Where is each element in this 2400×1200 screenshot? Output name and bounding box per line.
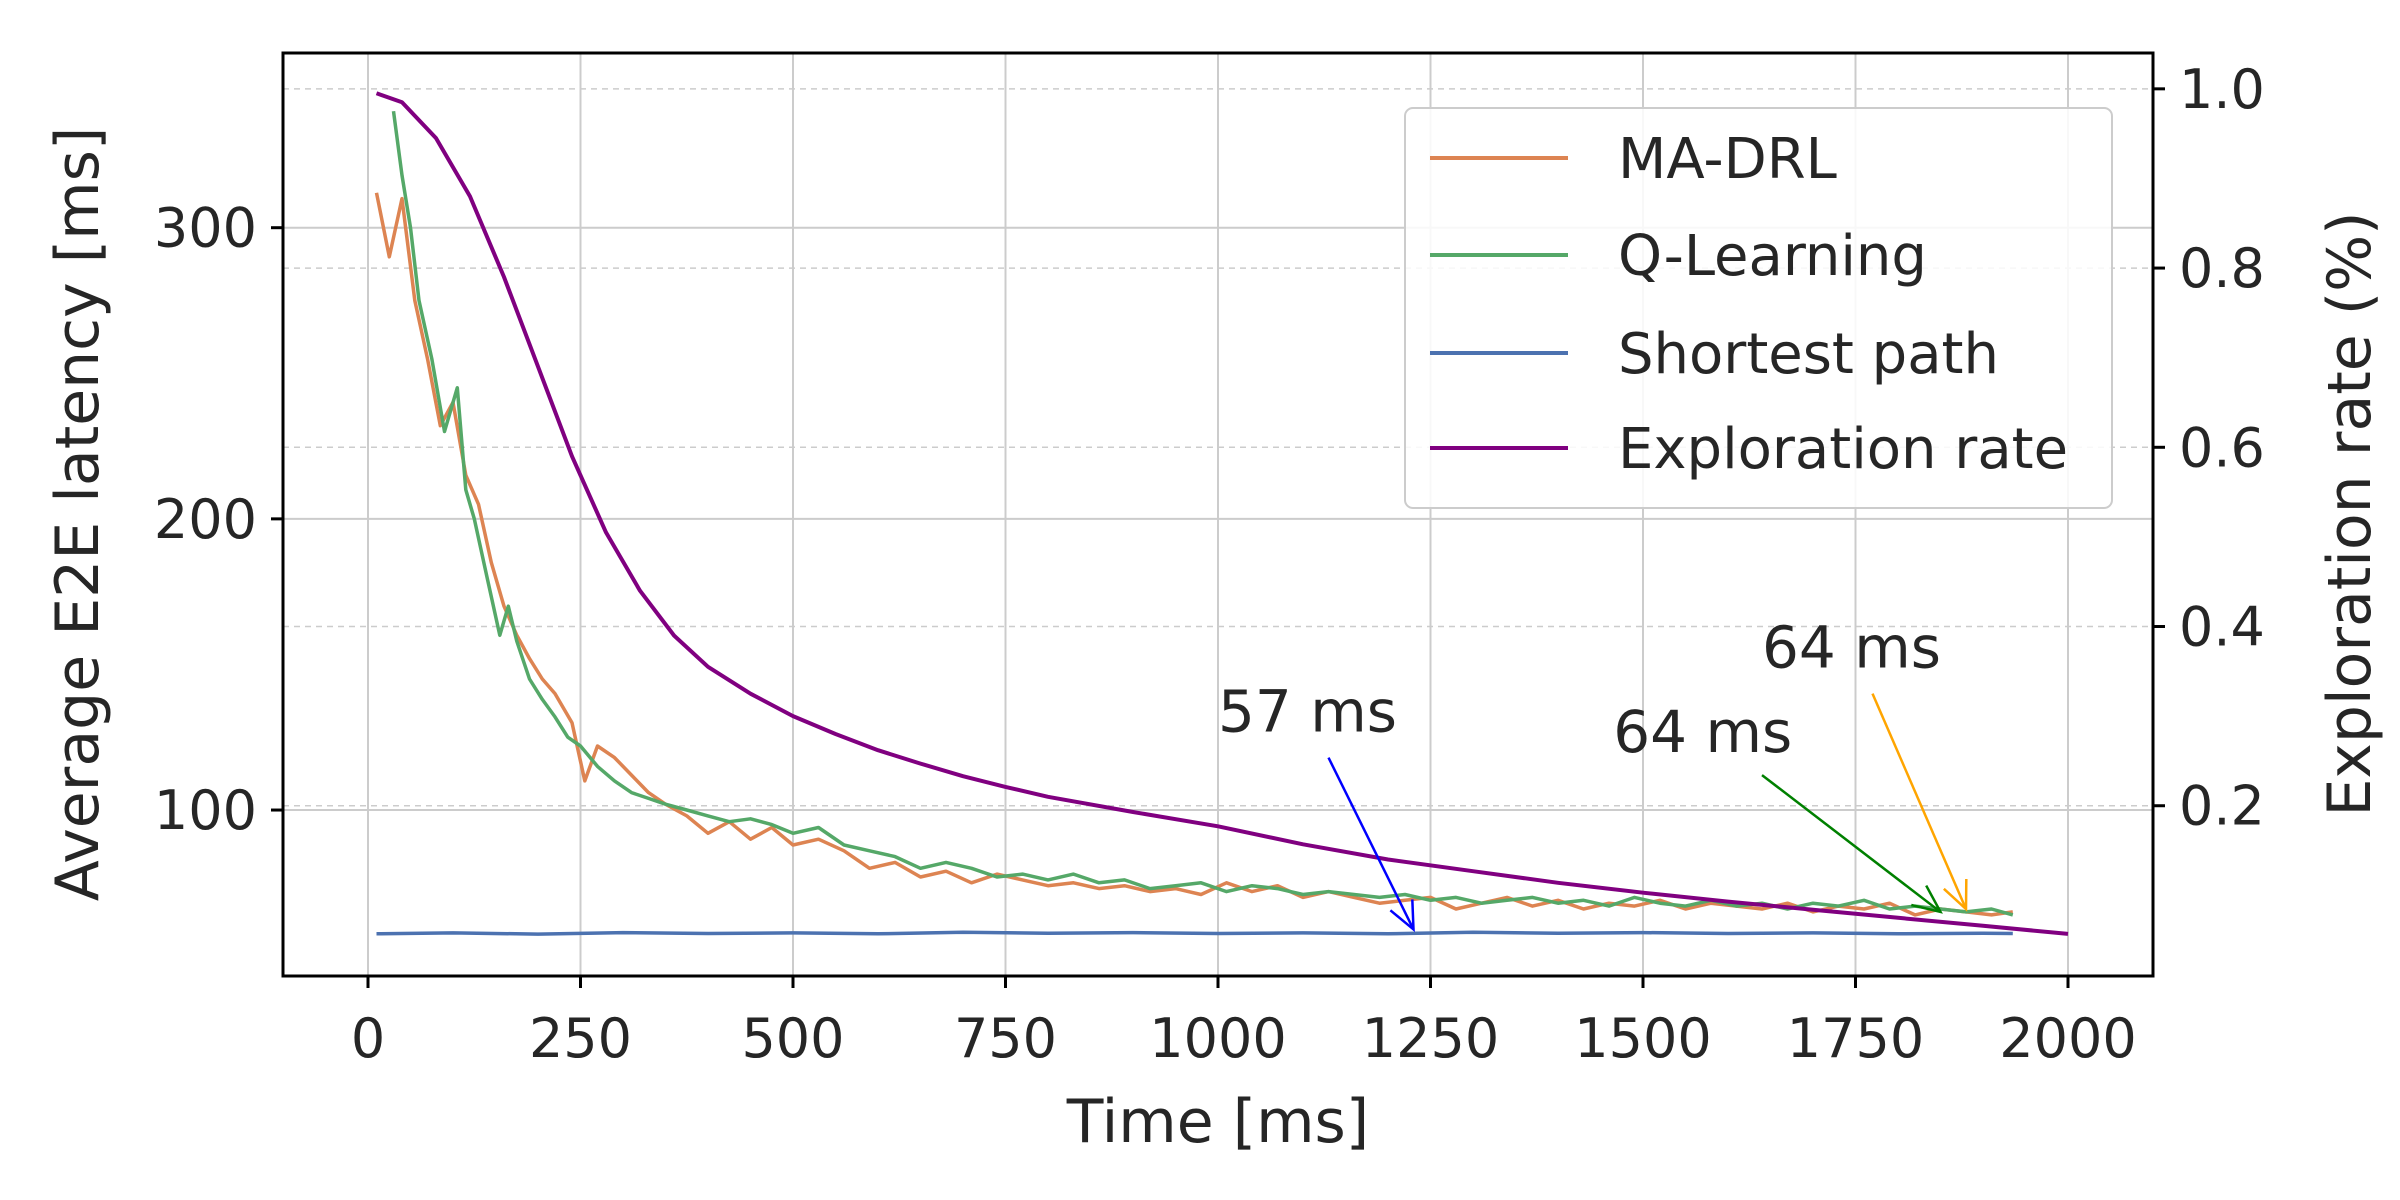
x-tick-label: 1250 xyxy=(1362,1007,1499,1070)
y-axis-label: Average E2E latency [ms] xyxy=(43,127,113,902)
annotation-arrow xyxy=(1327,757,1415,930)
x-tick-label: 2000 xyxy=(1999,1007,2136,1070)
y2-tick-label: 0.6 xyxy=(2179,416,2265,479)
x-tick-label: 250 xyxy=(529,1007,632,1070)
series-line-ma-drl xyxy=(374,192,2014,917)
annotations: 57 ms 64 ms 64 ms xyxy=(1218,613,1968,933)
y-tick-label: 100 xyxy=(154,779,257,842)
y2-axis-label: Exploration rate (%) xyxy=(2315,211,2385,816)
annotation-arrow xyxy=(1761,774,1942,913)
legend-label-madrl: MA-DRL xyxy=(1618,127,1837,192)
series-layer xyxy=(374,91,2069,936)
x-tick-label: 1500 xyxy=(1574,1007,1711,1070)
y-tick-label: 300 xyxy=(154,197,257,260)
annotation-label: 64 ms xyxy=(1613,698,1792,766)
annotation-arrowhead xyxy=(1911,884,1943,914)
annotation-arrow xyxy=(1871,693,1968,910)
series-line-shortest-path xyxy=(376,930,2013,936)
x-tick-label: 750 xyxy=(954,1007,1057,1070)
right-axis-ticks: 0.2 0.4 0.6 0.8 1.0 xyxy=(2153,58,2265,838)
y2-tick-label: 1.0 xyxy=(2179,58,2265,121)
x-tick-label: 0 xyxy=(351,1007,385,1070)
annotation-label: 64 ms xyxy=(1762,613,1941,681)
legend-label-exploration-rate: Exploration rate xyxy=(1618,417,2068,482)
legend-label-shortest-path: Shortest path xyxy=(1618,322,1999,387)
x-tick-label: 1000 xyxy=(1149,1007,1286,1070)
annotation-arrowhead xyxy=(1943,879,1968,912)
legend-label-q-learning: Q-Learning xyxy=(1618,224,1927,289)
x-tick-label: 1750 xyxy=(1787,1007,1924,1070)
series-line-q-learning xyxy=(391,110,2014,917)
y2-tick-label: 0.2 xyxy=(2179,775,2265,838)
legend: MA-DRL Q-Learning Shortest path Explorat… xyxy=(1404,107,2113,509)
left-axis-ticks: 100 200 300 xyxy=(154,197,283,842)
x-tick-label: 500 xyxy=(741,1007,844,1070)
y2-tick-label: 0.8 xyxy=(2179,237,2265,300)
y2-tick-label: 0.4 xyxy=(2179,596,2265,659)
legend-box xyxy=(1404,107,2113,509)
x-axis-ticks: 0 250 500 750 1000 1250 1500 1750 2000 xyxy=(351,976,2137,1070)
series-line-exploration-rate xyxy=(375,91,2069,936)
annotation-arrowhead xyxy=(1389,899,1415,933)
y-tick-label: 200 xyxy=(154,488,257,551)
annotation-label: 57 ms xyxy=(1218,677,1397,745)
x-axis-label: Time [ms] xyxy=(1066,1087,1369,1157)
